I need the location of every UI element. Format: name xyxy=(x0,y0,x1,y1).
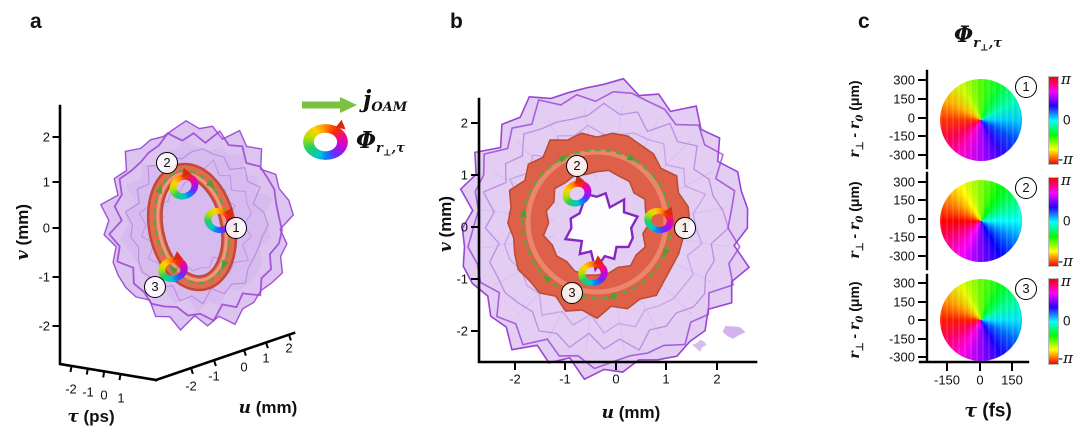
colorbar-max-label: π xyxy=(1061,171,1071,189)
panel-a-label: a xyxy=(30,10,42,33)
tick-label: 1 xyxy=(262,350,270,366)
panel-a-tau-axis-label: τ (ps) xyxy=(67,407,115,427)
colorbar-max-label: π xyxy=(1061,70,1071,88)
panel-b-isosurface-art xyxy=(459,77,751,381)
tick-label: 0 xyxy=(460,219,468,235)
tick-label: 150 xyxy=(893,294,915,310)
tick-label: 1 xyxy=(460,167,468,183)
colorbar-mid-label: 0 xyxy=(1063,313,1071,329)
phase-circulation-icon xyxy=(303,124,348,160)
tick-label: 150 xyxy=(893,91,915,107)
tick-label: 0 xyxy=(907,312,915,328)
colorbar xyxy=(1048,278,1059,365)
tick-label: -150 xyxy=(888,229,915,245)
tick-label: 300 xyxy=(893,72,915,88)
marker-2: 2 xyxy=(156,152,178,174)
panel-a-axes xyxy=(58,104,296,382)
tick-label: 2 xyxy=(713,371,721,387)
tick-label: -1 xyxy=(559,371,571,387)
panel-c-tick-marks xyxy=(918,79,1013,371)
colorbar-mid-label: 0 xyxy=(1063,112,1071,128)
tick-label: 0 xyxy=(240,359,248,375)
tick-label: -150 xyxy=(888,128,915,144)
tick-label: 1 xyxy=(42,174,50,190)
tick-label: 1 xyxy=(117,390,125,406)
marker-2: 2 xyxy=(1015,177,1037,199)
tick-label: 0 xyxy=(612,371,620,387)
tick-label: 0 xyxy=(907,211,915,227)
marker-1: 1 xyxy=(225,217,247,239)
tick-label: -1 xyxy=(456,271,468,287)
marker-2: 2 xyxy=(566,155,588,177)
tick-label: 300 xyxy=(893,275,915,291)
marker-1: 1 xyxy=(1015,76,1037,98)
tick-label: 150 xyxy=(1001,372,1023,388)
tick-label: -300 xyxy=(888,248,915,264)
tick-label: 0 xyxy=(100,387,108,403)
panel-a-tick-marks xyxy=(52,136,292,381)
panel-a-u-axis-label: u (mm) xyxy=(238,398,298,418)
panel-c-x-axis-label: τ (fs) xyxy=(964,399,1012,422)
tick-label: -2 xyxy=(38,318,50,334)
panel-c-y-axis-label: r⊥ - r0 (μm) xyxy=(846,281,866,359)
legend-phi-label: Φr⊥,τ xyxy=(356,127,405,159)
colorbar xyxy=(1048,177,1059,267)
panel-b-axes xyxy=(477,97,758,364)
panel-c-label: c xyxy=(858,10,870,33)
tick-label: 0 xyxy=(976,372,984,388)
tick-label: -300 xyxy=(888,349,915,365)
legend-joam-label: jOAM xyxy=(363,86,408,116)
tick-label: -2 xyxy=(456,323,468,339)
tick-label: 0 xyxy=(907,110,915,126)
tick-label: -2 xyxy=(185,378,197,394)
tick-label: 2 xyxy=(42,129,50,145)
panel-c-y-axis-label: r⊥ - r0 (μm) xyxy=(846,80,866,158)
marker-3: 3 xyxy=(1015,278,1037,300)
tick-label: -2 xyxy=(65,381,77,397)
panel-b-tick-marks xyxy=(471,122,718,370)
tick-label: 2 xyxy=(460,115,468,131)
marker-3: 3 xyxy=(144,276,166,298)
phase-map-2 xyxy=(940,180,1022,262)
panel-c-y-axis-label: r⊥ - r0 (μm) xyxy=(846,181,866,259)
colorbar-mid-label: 0 xyxy=(1063,213,1071,229)
tick-label: 300 xyxy=(893,174,915,190)
colorbar-min-label: -π xyxy=(1058,252,1073,270)
tick-label: 2 xyxy=(285,340,293,356)
panel-c-title: Φr⊥,τ xyxy=(954,22,1002,54)
tick-label: 150 xyxy=(893,192,915,208)
tick-label: -2 xyxy=(509,371,521,387)
colorbar-max-label: π xyxy=(1061,272,1071,290)
phase-map-1 xyxy=(940,79,1022,161)
tick-label: 1 xyxy=(662,371,670,387)
colorbar xyxy=(1048,76,1059,165)
tick-label: -1 xyxy=(82,384,94,400)
marker-3: 3 xyxy=(561,282,583,304)
panel-b-label: b xyxy=(450,10,463,33)
tick-label: 0 xyxy=(42,220,50,236)
tick-label: -150 xyxy=(888,331,915,347)
colorbar-min-label: -π xyxy=(1058,349,1073,367)
panel-b-u-axis-label: u (mm) xyxy=(601,403,661,423)
marker-1: 1 xyxy=(674,217,696,239)
tick-label: -150 xyxy=(933,372,961,388)
colorbar-min-label: -π xyxy=(1058,150,1073,168)
tick-label: -1 xyxy=(208,368,220,384)
tick-label: -1 xyxy=(38,269,50,285)
tick-label: -300 xyxy=(888,147,915,163)
phase-map-3 xyxy=(940,279,1022,361)
